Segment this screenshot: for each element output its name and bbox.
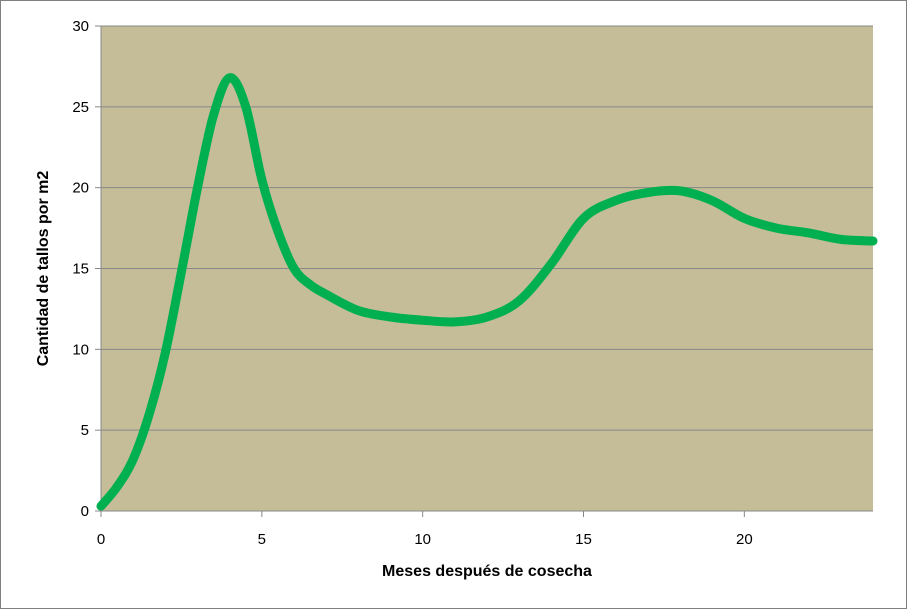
y-tick-label: 20 xyxy=(72,180,89,197)
x-tick-label: 10 xyxy=(414,531,431,548)
y-tick-label: 5 xyxy=(81,422,89,439)
gridlines xyxy=(95,25,873,517)
x-tick-label: 15 xyxy=(575,531,592,548)
y-tick-labels: 0 5 10 15 20 25 30 xyxy=(72,18,89,520)
y-tick-label: 0 xyxy=(81,503,89,520)
x-axis-title: Meses después de cosecha xyxy=(382,563,592,580)
y-axis-title: Cantidad de tallos por m2 xyxy=(35,171,52,367)
series-line xyxy=(96,73,878,511)
y-tick-label: 30 xyxy=(72,18,89,35)
x-tick-label: 0 xyxy=(97,531,105,548)
y-tick-label: 15 xyxy=(72,261,89,278)
x-tick-labels: 0 5 10 15 20 xyxy=(97,531,753,548)
y-tick-label: 25 xyxy=(72,99,89,116)
axes xyxy=(100,26,873,512)
series-lines xyxy=(96,73,878,511)
x-tick-label: 20 xyxy=(736,531,753,548)
y-tick-label: 10 xyxy=(72,341,89,358)
x-tick-label: 5 xyxy=(258,531,266,548)
